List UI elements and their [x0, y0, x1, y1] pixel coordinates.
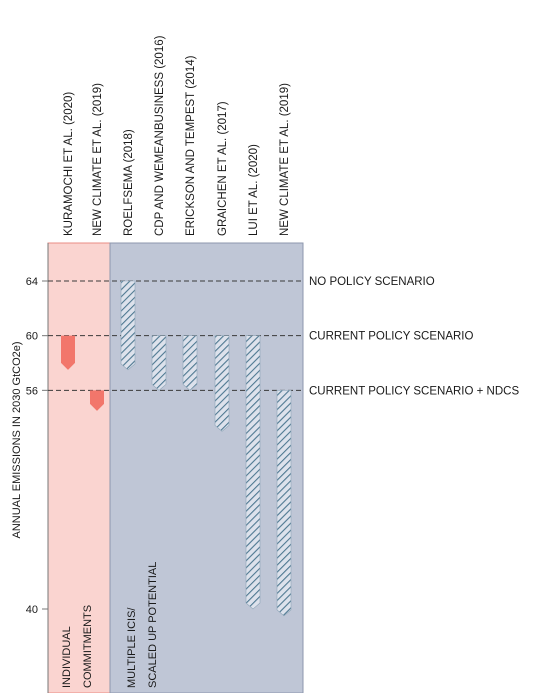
reference-line-label: NO POLICY SCENARIO: [309, 276, 435, 288]
group-label: COMMITMENTS: [82, 605, 94, 688]
group-label: MULTIPLE ICIS/: [126, 607, 138, 688]
study-label: ROELFSEMA (2018): [123, 129, 135, 236]
y-tick-label: 40: [26, 604, 38, 616]
study-label: NEW CLIMATE ET AL. (2019): [279, 83, 291, 236]
study-label: GRAICHEN ET AL. (2017): [217, 101, 229, 236]
study-label: KURAMOCHI ET AL. (2020): [63, 92, 75, 236]
study-label: LUI ET AL. (2020): [248, 144, 260, 236]
study-label: CDP AND WEMEANBUSINESS (2016): [154, 35, 166, 236]
study-bar: [61, 335, 75, 370]
study-bar: [90, 390, 104, 411]
study-label: NEW CLIMATE ET AL. (2019): [92, 83, 104, 236]
group-panel-individual: [47, 242, 111, 693]
study-bar: [151, 335, 167, 391]
study-bar: [276, 390, 292, 617]
y-tick-label: 60: [26, 331, 38, 343]
study-bar: [245, 335, 261, 610]
reference-line-label: CURRENT POLICY SCENARIO + NDCS: [309, 385, 519, 397]
study-bar: [214, 335, 230, 432]
y-tick-label: 64: [26, 276, 38, 288]
y-axis-label: ANNUAL EMISSIONS IN 2030 GtCO2e): [11, 341, 23, 538]
study-bar: [182, 335, 198, 391]
y-tick-label: 56: [26, 385, 38, 397]
group-label: SCALED UP POTENTIAL: [147, 562, 159, 688]
group-label: INDIVIDUAL: [61, 626, 73, 688]
group-panel-multiple: [109, 242, 304, 693]
study-bar: [120, 280, 136, 371]
study-label: ERICKSON AND TEMPEST (2014): [185, 55, 197, 236]
reference-line-label: CURRENT POLICY SCENARIO: [309, 331, 473, 343]
